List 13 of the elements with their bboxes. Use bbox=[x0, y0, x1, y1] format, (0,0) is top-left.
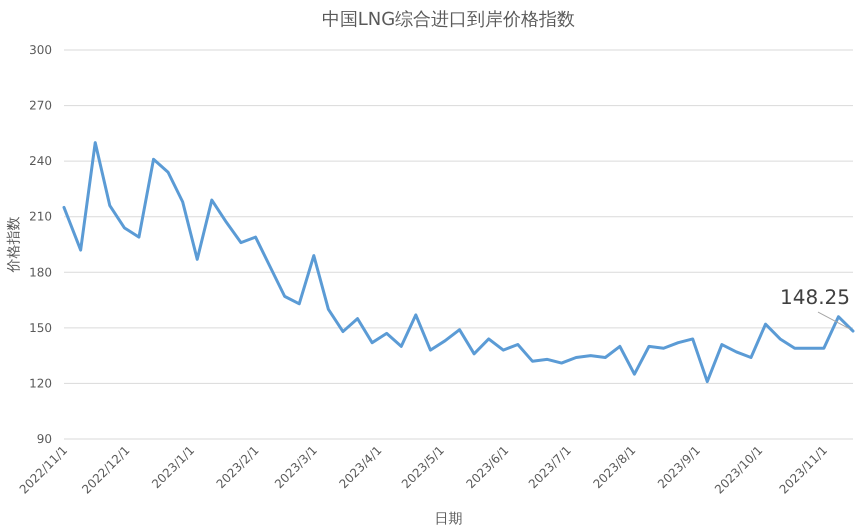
y-tick-label: 240 bbox=[29, 154, 52, 168]
y-axis-title: 价格指数 bbox=[6, 216, 22, 274]
y-tick-label: 270 bbox=[29, 98, 52, 113]
annotation: 148.25 bbox=[780, 285, 850, 310]
y-tick-label: 210 bbox=[29, 210, 52, 224]
y-tick-label: 180 bbox=[29, 265, 52, 280]
y-tick-label: 300 bbox=[29, 43, 52, 57]
chart-title: 中国LNG综合进口到岸价格指数 bbox=[322, 9, 576, 30]
y-tick-label: 150 bbox=[29, 320, 52, 335]
annotation: 148.25 bbox=[780, 285, 850, 330]
y-tick-label: 120 bbox=[29, 376, 52, 390]
x-axis-title: 日期 bbox=[434, 511, 462, 527]
y-tick-label: 90 bbox=[36, 432, 52, 446]
